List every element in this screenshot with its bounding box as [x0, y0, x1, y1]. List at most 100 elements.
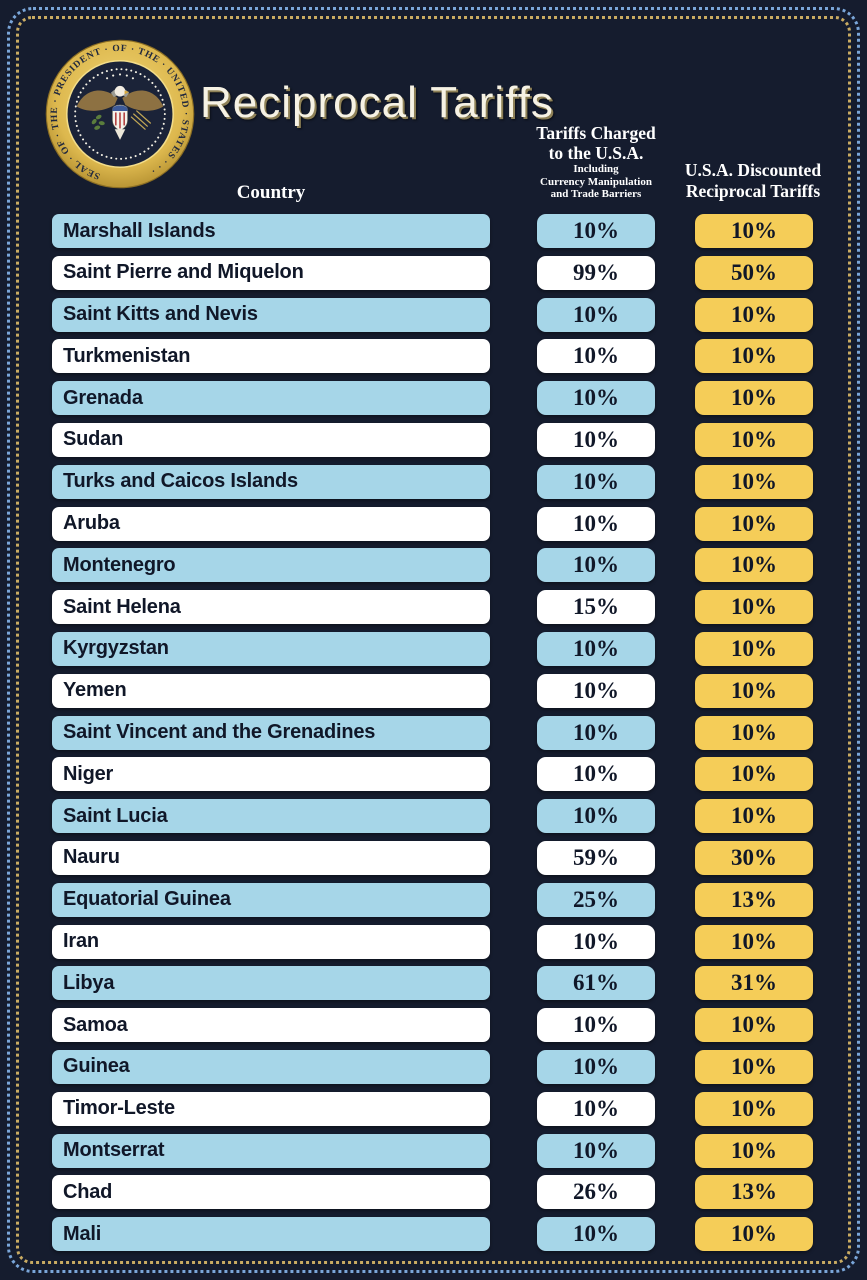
table-row: Samoa 10% 10%	[52, 1008, 813, 1043]
discounted-tariff-cell: 50%	[695, 255, 813, 290]
charged-column-header: Tariffs Charged to the U.S.A. Including …	[518, 123, 674, 201]
charged-tariff-cell: 61%	[537, 966, 655, 1001]
discounted-tariff-cell: 10%	[695, 1091, 813, 1126]
discounted-tariff-cell: 10%	[695, 214, 813, 248]
charged-tariff-cell: 10%	[537, 799, 655, 834]
charged-tariff-cell: 10%	[537, 297, 655, 332]
country-cell: Chad	[52, 1175, 490, 1210]
discounted-tariff-cell: 10%	[695, 548, 813, 583]
charged-title-line2: to the U.S.A.	[548, 143, 644, 163]
charged-tariff-cell: 10%	[537, 1217, 655, 1252]
charged-tariff-cell: 10%	[537, 339, 655, 374]
table-row: Kyrgyzstan 10% 10%	[52, 631, 813, 666]
discounted-tariff-cell: 10%	[695, 422, 813, 457]
seal-eagle	[76, 73, 164, 140]
country-cell: Yemen	[52, 673, 490, 708]
charged-tariff-cell: 10%	[537, 673, 655, 708]
charged-subtitle-line3: and Trade Barriers	[550, 188, 642, 200]
charged-tariff-cell: 10%	[537, 1091, 655, 1126]
country-cell: Saint Vincent and the Grenadines	[52, 715, 490, 750]
discounted-tariff-cell: 10%	[695, 590, 813, 625]
country-cell: Saint Pierre and Miquelon	[52, 255, 490, 290]
table-row: Iran 10% 10%	[52, 924, 813, 959]
discounted-title-line1: U.S.A. Discounted	[684, 160, 822, 180]
country-cell: Nauru	[52, 840, 490, 875]
discounted-tariff-cell: 13%	[695, 882, 813, 917]
discounted-tariff-cell: 10%	[695, 631, 813, 666]
table-row: Saint Vincent and the Grenadines 10% 10%	[52, 715, 813, 750]
discounted-tariff-cell: 13%	[695, 1175, 813, 1210]
page-title: Reciprocal Tariffs	[200, 78, 554, 127]
charged-tariff-cell: 10%	[537, 214, 655, 248]
tariff-table: Marshall Islands 10% 10% Saint Pierre and M…	[52, 214, 813, 1259]
table-row: Grenada 10% 10%	[52, 381, 813, 416]
charged-tariff-cell: 10%	[537, 924, 655, 959]
charged-tariff-cell: 10%	[537, 464, 655, 499]
country-cell: Montenegro	[52, 548, 490, 583]
charged-tariff-cell: 10%	[537, 548, 655, 583]
table-row: Yemen 10% 10%	[52, 673, 813, 708]
discounted-column-header: U.S.A. Discounted Reciprocal Tariffs	[664, 160, 842, 202]
table-row: Saint Helena 15% 10%	[52, 590, 813, 625]
table-row: Turks and Caicos Islands 10% 10%	[52, 464, 813, 499]
discounted-tariff-cell: 10%	[695, 381, 813, 416]
discounted-tariff-cell: 10%	[695, 757, 813, 792]
country-cell: Aruba	[52, 506, 490, 541]
charged-tariff-cell: 99%	[537, 255, 655, 290]
table-row: Sudan 10% 10%	[52, 422, 813, 457]
charged-tariff-cell: 10%	[537, 1133, 655, 1168]
charged-tariff-cell: 15%	[537, 590, 655, 625]
charged-tariff-cell: 10%	[537, 1049, 655, 1084]
table-row: Libya 61% 31%	[52, 966, 813, 1001]
table-row: Equatorial Guinea 25% 13%	[52, 882, 813, 917]
charged-tariff-cell: 10%	[537, 381, 655, 416]
charged-tariff-cell: 10%	[537, 506, 655, 541]
country-cell: Kyrgyzstan	[52, 631, 490, 666]
country-cell: Grenada	[52, 381, 490, 416]
charged-subtitle-line1: Including	[573, 163, 619, 175]
country-cell: Saint Helena	[52, 590, 490, 625]
charged-tariff-cell: 10%	[537, 757, 655, 792]
country-column-header: Country	[236, 182, 306, 203]
country-cell: Turks and Caicos Islands	[52, 464, 490, 499]
discounted-tariff-cell: 10%	[695, 924, 813, 959]
discounted-tariff-cell: 10%	[695, 1133, 813, 1168]
table-row: Turkmenistan 10% 10%	[52, 339, 813, 374]
table-row: Timor-Leste 10% 10%	[52, 1091, 813, 1126]
presidential-seal-icon: SEAL · OF · THE · PRESIDENT · OF · THE ·…	[45, 39, 195, 189]
country-cell: Saint Lucia	[52, 799, 490, 834]
discounted-title-line2: Reciprocal Tariffs	[685, 181, 821, 201]
discounted-tariff-cell: 10%	[695, 1217, 813, 1252]
discounted-tariff-cell: 10%	[695, 339, 813, 374]
country-cell: Marshall Islands	[52, 214, 490, 248]
table-row: Mali 10% 10%	[52, 1217, 813, 1252]
discounted-tariff-cell: 10%	[695, 715, 813, 750]
table-row: Guinea 10% 10%	[52, 1049, 813, 1084]
table-row: Saint Lucia 10% 10%	[52, 799, 813, 834]
table-row: Montserrat 10% 10%	[52, 1133, 813, 1168]
country-cell: Iran	[52, 924, 490, 959]
table-row: Niger 10% 10%	[52, 757, 813, 792]
country-cell: Libya	[52, 966, 490, 1001]
country-cell: Saint Kitts and Nevis	[52, 297, 490, 332]
country-cell: Samoa	[52, 1008, 490, 1043]
charged-tariff-cell: 10%	[537, 1008, 655, 1043]
discounted-tariff-cell: 10%	[695, 297, 813, 332]
country-cell: Niger	[52, 757, 490, 792]
country-cell: Equatorial Guinea	[52, 882, 490, 917]
charged-tariff-cell: 59%	[537, 840, 655, 875]
country-cell: Sudan	[52, 422, 490, 457]
charged-tariff-cell: 25%	[537, 882, 655, 917]
country-cell: Turkmenistan	[52, 339, 490, 374]
country-cell: Mali	[52, 1217, 490, 1252]
table-row: Saint Pierre and Miquelon 99% 50%	[52, 255, 813, 290]
discounted-tariff-cell: 10%	[695, 673, 813, 708]
table-row: Saint Kitts and Nevis 10% 10%	[52, 297, 813, 332]
charged-title-line1: Tariffs Charged	[536, 123, 656, 143]
table-row: Marshall Islands 10% 10%	[52, 214, 813, 248]
discounted-tariff-cell: 10%	[695, 1049, 813, 1084]
table-row: Aruba 10% 10%	[52, 506, 813, 541]
table-row: Nauru 59% 30%	[52, 840, 813, 875]
country-cell: Timor-Leste	[52, 1091, 490, 1126]
